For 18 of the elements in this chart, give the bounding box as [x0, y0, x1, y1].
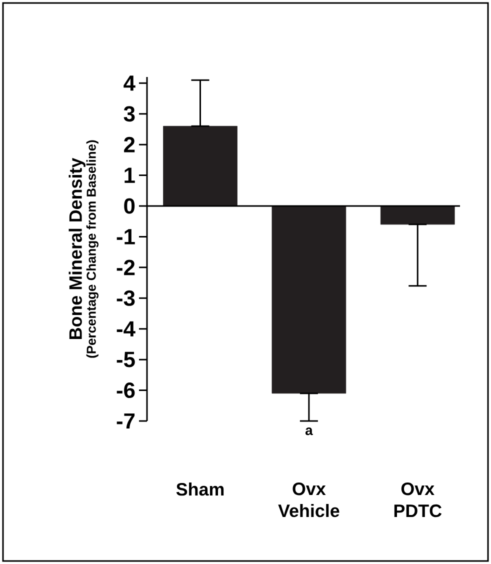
y-tick-label: -5: [116, 352, 135, 368]
y-tick-label: 3: [124, 106, 135, 122]
text: (Percentage Change from Baseline): [86, 140, 98, 358]
y-tick-label: 2: [124, 136, 135, 152]
y-tick-label: -4: [116, 321, 136, 336]
annotation: a: [305, 428, 313, 436]
x-tick-label: Ovx Vehicle: [278, 482, 340, 518]
y-tick-label: 4: [124, 76, 136, 91]
x-tick-label: Ovx PDTC: [394, 482, 442, 518]
y-tick-label: -3: [116, 290, 135, 306]
y-tick-label: -2: [116, 260, 135, 276]
x-tick-label: Sham: [176, 482, 224, 496]
y-tick-label: -1: [116, 229, 135, 244]
y-tick-label: 1: [124, 168, 135, 183]
y-tick-label: -7: [116, 413, 135, 429]
y-tick-label: 0: [124, 198, 135, 214]
y-tick-label: -6: [116, 382, 135, 398]
y-axis-title: Bone Mineral Density: [68, 158, 86, 339]
